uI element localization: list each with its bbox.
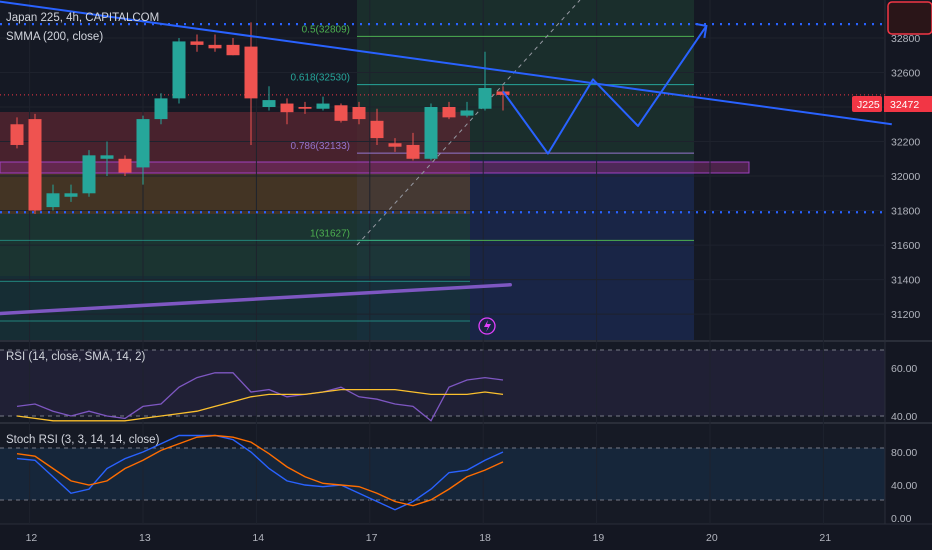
price-tick-label: 31400 bbox=[891, 275, 920, 287]
price-tick-label: 31800 bbox=[891, 206, 920, 218]
indicator-legend[interactable]: SMMA (200, close) bbox=[6, 31, 103, 43]
time-tick-label: 14 bbox=[252, 532, 264, 544]
candle-body bbox=[172, 41, 186, 99]
stoch-band bbox=[0, 448, 885, 500]
stoch-d-line bbox=[16, 434, 504, 507]
candle-body bbox=[388, 143, 402, 147]
candle-body bbox=[136, 119, 150, 168]
chart-marks: 3120031400316003180032000322003240032600… bbox=[0, 0, 920, 544]
fib-level-label: 0.786(32133) bbox=[291, 141, 351, 152]
projection-path bbox=[502, 25, 708, 155]
candle-body bbox=[226, 44, 240, 56]
candle-body bbox=[82, 155, 96, 194]
price-tick-label: 31600 bbox=[891, 240, 920, 252]
rsi-sma-line bbox=[16, 388, 504, 422]
symbol-tag bbox=[852, 96, 882, 112]
candle-body bbox=[352, 107, 366, 120]
fib-level-label: 0.618(32530) bbox=[291, 73, 351, 84]
candle-body bbox=[190, 41, 204, 45]
candle-body bbox=[10, 124, 24, 145]
rsi-tick-label: 60.00 bbox=[891, 363, 917, 375]
candle-body bbox=[496, 91, 510, 95]
downtrend-line bbox=[0, 0, 892, 126]
candle-body bbox=[334, 105, 348, 121]
stoch-tick-label: 40.00 bbox=[891, 480, 917, 492]
candle-body bbox=[64, 193, 78, 197]
stoch-legend[interactable]: Stoch RSI (3, 3, 14, 14, close) bbox=[6, 434, 160, 446]
candle-body bbox=[280, 103, 294, 113]
rsi-tick-label: 40.00 bbox=[891, 411, 917, 423]
support-zone-purple bbox=[0, 161, 750, 174]
candle-body bbox=[370, 120, 384, 139]
candle-body bbox=[424, 107, 438, 159]
candle-body bbox=[208, 44, 222, 49]
time-tick-label: 19 bbox=[593, 532, 605, 544]
lightning-icon[interactable] bbox=[478, 317, 496, 335]
price-tick-label: 32800 bbox=[891, 33, 920, 45]
rsi-band bbox=[0, 350, 885, 416]
smma-line bbox=[0, 283, 512, 316]
candle-body bbox=[298, 107, 312, 109]
candle-body bbox=[100, 155, 114, 159]
candle-body bbox=[28, 119, 42, 211]
price-tick-label: 31200 bbox=[891, 309, 920, 321]
time-tick-label: 17 bbox=[366, 532, 378, 544]
last-price-tag bbox=[884, 96, 932, 112]
symbol-tag-label: J225 bbox=[857, 99, 880, 111]
stoch-tick-label: 80.00 bbox=[891, 447, 917, 459]
candle-body bbox=[118, 158, 132, 173]
candle-body bbox=[244, 46, 258, 99]
price-tick-label: 32000 bbox=[891, 171, 920, 183]
fib-level-label: 1(31627) bbox=[310, 228, 350, 239]
projection-arrowhead bbox=[695, 22, 708, 39]
fib-level-label: 0.5(32809) bbox=[302, 24, 350, 35]
candle-body bbox=[46, 193, 60, 208]
price-tick-label: 32600 bbox=[891, 67, 920, 79]
time-tick-label: 18 bbox=[479, 532, 491, 544]
rsi-pane-bg bbox=[0, 342, 885, 422]
candle-body bbox=[442, 107, 456, 118]
candle-body bbox=[316, 103, 330, 109]
stoch-pane-bg bbox=[0, 424, 885, 524]
candle-body bbox=[154, 98, 168, 120]
stoch-tick-label: 0.00 bbox=[891, 513, 912, 525]
price-tag: J225 32472 bbox=[852, 96, 932, 112]
stoch-k-line bbox=[16, 434, 504, 511]
last-price-label: 32472 bbox=[890, 99, 919, 111]
candle-body bbox=[262, 100, 276, 108]
rsi-legend[interactable]: RSI (14, close, SMA, 14, 2) bbox=[6, 351, 146, 363]
time-tick-label: 12 bbox=[26, 532, 38, 544]
time-tick-label: 21 bbox=[819, 532, 831, 544]
candle-body bbox=[460, 110, 474, 116]
price-tick-label: 32200 bbox=[891, 137, 920, 149]
rsi-line bbox=[16, 372, 504, 422]
symbol-legend[interactable]: Japan 225, 4h, CAPITALCOM bbox=[6, 12, 159, 24]
alert-flag-icon[interactable] bbox=[887, 1, 932, 35]
time-tick-label: 20 bbox=[706, 532, 718, 544]
candle-body bbox=[478, 88, 492, 109]
candle-body bbox=[406, 144, 420, 159]
time-tick-label: 13 bbox=[139, 532, 151, 544]
